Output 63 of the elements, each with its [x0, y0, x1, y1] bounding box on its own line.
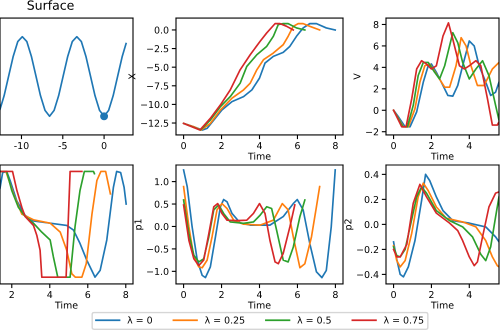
- x-tick-label: 6: [295, 142, 300, 150]
- x-tick-label: 8: [333, 142, 338, 150]
- y-tick-label: −2.5: [147, 45, 168, 52]
- x-tick-label: 6: [295, 291, 300, 298]
- line-series: [182, 199, 306, 263]
- y-tick-label: −0.5: [147, 245, 168, 253]
- line-series: [182, 202, 296, 266]
- x-tick-label: 2: [219, 291, 224, 298]
- x-tick-label: -10: [14, 142, 29, 150]
- y-tick-label: 0: [374, 106, 378, 114]
- y-tick-label: 8: [374, 21, 378, 28]
- y-tick-label: 0.2: [364, 196, 378, 204]
- y-tick-label: 6: [374, 42, 378, 50]
- chart-title: Surface: [28, 0, 74, 10]
- x-tick-label: 2: [9, 291, 14, 298]
- y-tick-label: −2: [366, 128, 378, 136]
- legend-label: λ = 0.75: [384, 316, 424, 324]
- y-axis-title: V: [354, 73, 360, 80]
- x-tick-label: 2: [429, 142, 434, 150]
- x-tick-label: 4: [256, 142, 262, 150]
- x-axis-title: Time: [54, 301, 78, 309]
- x-tick-label: 2: [219, 142, 224, 150]
- x-tick-label: 8: [123, 291, 128, 298]
- x-tick-label: 0: [181, 291, 186, 298]
- x-tick-label: 4: [256, 291, 262, 298]
- y-tick-label: 1.0: [155, 178, 168, 186]
- y-tick-label: 2: [374, 85, 378, 92]
- x-tick-label: 4: [47, 291, 52, 298]
- y-tick-label: 0.5: [154, 200, 168, 208]
- x-tick-label: 6: [85, 291, 90, 298]
- y-tick-label: −0.4: [357, 270, 379, 278]
- y-tick-label: 0.0: [364, 220, 378, 228]
- x-axis-title: Time: [248, 152, 271, 160]
- x-tick-label: 0: [391, 142, 396, 150]
- y-tick-label: 0.4: [364, 170, 379, 178]
- x-tick-label: 4: [466, 142, 472, 150]
- x-tick-label: 0: [102, 142, 106, 150]
- y-tick-label: 0.0: [154, 223, 168, 230]
- legend-label: λ = 0: [127, 316, 152, 324]
- x-tick-label: 0: [181, 142, 186, 150]
- line-series: [182, 169, 336, 278]
- x-tick-label: 0: [391, 291, 396, 298]
- x-tick-label: 8: [333, 291, 338, 298]
- y-axis-title: p2: [344, 219, 354, 230]
- x-axis-title: Time: [430, 301, 454, 309]
- x-tick-label: 4: [466, 291, 472, 298]
- y-tick-label: −12.5: [141, 120, 168, 127]
- x-axis-title: Time: [248, 301, 271, 309]
- legend-label: λ = 0.5: [297, 316, 331, 324]
- y-tick-label: −10.0: [141, 100, 168, 108]
- line-series: [182, 186, 320, 269]
- y-tick-label: −0.2: [357, 246, 378, 254]
- y-tick-label: −5.0: [147, 64, 168, 71]
- y-tick-label: 0.0: [154, 26, 168, 34]
- x-tick-label: 2: [429, 291, 434, 298]
- y-tick-label: −1.0: [147, 268, 168, 276]
- line-series: [392, 174, 499, 278]
- x-tick-label: -5: [58, 142, 67, 150]
- y-tick-label: 4: [374, 64, 379, 71]
- legend-label: λ = 0.25: [204, 316, 244, 324]
- x-axis-title: Time: [430, 152, 454, 160]
- y-tick-label: −7.5: [147, 82, 168, 90]
- y-axis-title: p1: [134, 219, 144, 230]
